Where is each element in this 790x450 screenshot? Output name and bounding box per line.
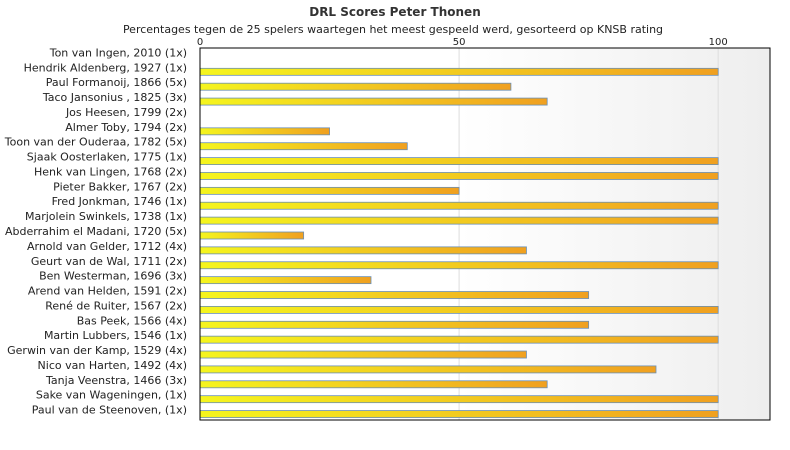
bar [199, 216, 719, 225]
plot-border [199, 47, 771, 421]
bar [199, 246, 527, 255]
bar [199, 172, 719, 180]
category-label: René de Ruiter, 1567 (2x) [45, 299, 187, 312]
category-label: Henk van Lingen, 1768 (2x) [34, 165, 187, 178]
category-label: Ton van Ingen, 2010 (1x) [49, 46, 187, 59]
bar [199, 97, 548, 106]
category-label: Gerwin van der Kamp, 1529 (4x) [7, 344, 187, 357]
x-tick-label: 100 [709, 37, 728, 48]
bar [199, 335, 719, 344]
bar [199, 350, 527, 359]
bar [199, 142, 408, 151]
category-label: Paul Formanoij, 1866 (5x) [46, 76, 187, 89]
bar [199, 67, 719, 76]
x-tick-label: 0 [197, 37, 203, 48]
bar [199, 380, 548, 389]
bar [199, 365, 657, 374]
bar [199, 291, 590, 299]
category-label: Arnold van Gelder, 1712 (4x) [27, 240, 187, 253]
bar [199, 410, 719, 418]
chart-title: DRL Scores Peter Thonen [309, 5, 481, 19]
category-label: Hendrik Aldenberg, 1927 (1x) [24, 61, 187, 74]
category-label: Toon van der Ouderaa, 1782 (5x) [4, 136, 187, 149]
x-tick-label: 50 [453, 37, 466, 48]
bar [199, 201, 719, 210]
bar [199, 186, 460, 195]
category-label: Paul van de Steenoven, (1x) [32, 404, 187, 417]
bar [199, 261, 719, 270]
category-label: Jos Heesen, 1799 (2x) [65, 106, 187, 119]
bar [199, 157, 719, 166]
category-label: Bas Peek, 1566 (4x) [77, 314, 187, 327]
category-label: Tanja Veenstra, 1466 (3x) [45, 374, 187, 387]
bar [199, 305, 719, 314]
category-label: Nico van Harten, 1492 (4x) [38, 359, 187, 372]
bar [199, 231, 305, 240]
bar [199, 276, 372, 285]
bar [199, 320, 590, 329]
category-label: Geurt van de Wal, 1711 (2x) [31, 255, 187, 268]
bar [199, 395, 719, 404]
category-label: Ben Westerman, 1696 (3x) [39, 270, 187, 283]
category-label: Fred Jonkman, 1746 (1x) [52, 195, 187, 208]
category-label: Almer Toby, 1794 (2x) [65, 121, 187, 134]
category-label: Pieter Bakker, 1767 (2x) [53, 180, 187, 193]
category-label: Taco Jansonius , 1825 (3x) [42, 91, 187, 104]
category-label: Martin Lubbers, 1546 (1x) [44, 329, 187, 342]
category-label: Sjaak Oosterlaken, 1775 (1x) [27, 151, 187, 164]
category-label: Marjolein Swinkels, 1738 (1x) [25, 210, 187, 223]
chart-subtitle: Percentages tegen de 25 spelers waartege… [123, 23, 663, 36]
category-label: Abderrahim el Madani, 1720 (5x) [5, 225, 187, 238]
category-label: Sake van Wageningen, (1x) [36, 389, 187, 402]
bar [199, 82, 512, 91]
bar [199, 127, 330, 136]
category-label: Arend van Helden, 1591 (2x) [28, 285, 187, 298]
